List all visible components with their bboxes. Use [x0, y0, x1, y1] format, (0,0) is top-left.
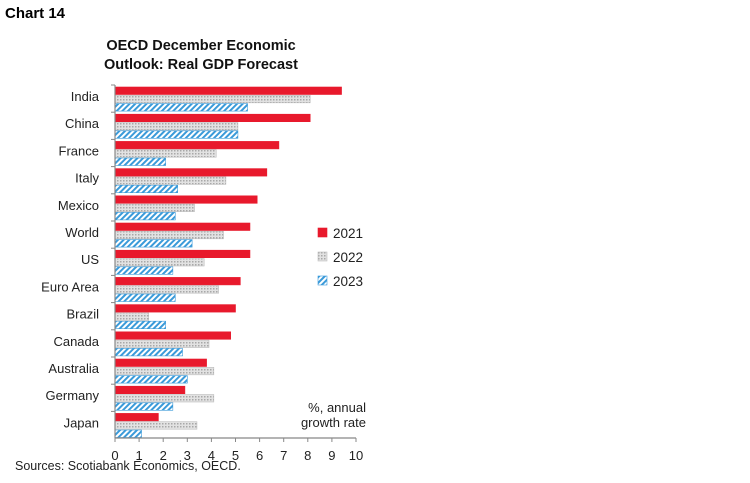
bar-2021	[114, 358, 207, 367]
bar-2021	[114, 222, 251, 231]
bar-2023	[114, 239, 193, 248]
bar-2022	[114, 258, 205, 267]
bar-2022	[114, 394, 215, 403]
units-annotation: growth rate	[301, 415, 366, 430]
bar-2022	[114, 231, 224, 240]
category-label: US	[81, 252, 99, 267]
bar-2022	[114, 122, 239, 131]
bar-2023	[114, 212, 176, 221]
bar-2021	[114, 277, 241, 286]
bar-2023	[114, 402, 174, 411]
category-label: Australia	[48, 361, 99, 376]
bar-2023	[114, 266, 174, 275]
category-label: Japan	[64, 415, 99, 430]
bar-2022	[114, 421, 198, 430]
x-tick-label: 1	[135, 448, 142, 463]
x-tick-label: 4	[208, 448, 215, 463]
legend-swatch-2021	[317, 227, 328, 238]
x-tick-label: 3	[184, 448, 191, 463]
legend-label-2022: 2022	[333, 250, 363, 265]
bar-2021	[114, 304, 236, 313]
source-note: Sources: Scotiabank Economics, OECD.	[15, 459, 241, 473]
bar-2021	[114, 249, 251, 258]
category-label: India	[71, 89, 100, 104]
category-label: Mexico	[58, 198, 99, 213]
bar-2023	[114, 348, 183, 357]
x-tick-label: 6	[256, 448, 263, 463]
bar-2021	[114, 385, 186, 395]
legend-swatch-2022	[317, 251, 328, 262]
category-label: China	[65, 116, 100, 131]
bar-2021	[114, 413, 159, 422]
bar-2022	[114, 339, 210, 348]
category-label: Euro Area	[41, 279, 100, 294]
category-label: Italy	[75, 171, 99, 186]
bar-2022	[114, 176, 227, 185]
units-annotation: %, annual	[308, 400, 366, 415]
bar-2023	[114, 375, 188, 384]
legend-swatch-2023	[317, 275, 328, 286]
bar-2023	[114, 429, 142, 438]
bar-2021	[114, 86, 342, 95]
bar-2023	[114, 293, 176, 302]
x-tick-label: 5	[232, 448, 239, 463]
bar-2023	[114, 157, 166, 166]
bar-2021	[114, 141, 280, 150]
bar-2022	[114, 366, 215, 376]
chart-title-line-2: Outlook: Real GDP Forecast	[104, 57, 298, 73]
legend-label-2023: 2023	[333, 274, 363, 289]
bar-2022	[114, 285, 219, 294]
chart-title-line-1: OECD December Economic	[106, 38, 296, 54]
bar-2023	[114, 184, 178, 193]
bar-2022	[114, 203, 195, 212]
x-tick-label: 8	[304, 448, 311, 463]
bar-2022	[114, 312, 150, 321]
category-label: France	[59, 143, 99, 158]
bar-2021	[114, 168, 268, 177]
x-tick-label: 7	[280, 448, 287, 463]
category-label: Brazil	[66, 307, 99, 322]
x-tick-label: 10	[349, 448, 363, 463]
bar-2023	[114, 130, 239, 139]
bar-2023	[114, 103, 248, 112]
bar-2022	[114, 95, 311, 104]
bar-2021	[114, 331, 231, 340]
bar-2021	[114, 195, 258, 204]
category-label: Canada	[53, 334, 99, 349]
bar-2023	[114, 320, 166, 330]
x-tick-label: 9	[328, 448, 335, 463]
x-tick-label: 2	[160, 448, 167, 463]
category-label: Germany	[46, 388, 100, 403]
bar-2021	[114, 113, 311, 122]
x-tick-label: 0	[111, 448, 118, 463]
category-label: World	[65, 225, 99, 240]
figure-label: Chart 14	[5, 5, 66, 22]
bar-2022	[114, 149, 217, 158]
legend-label-2021: 2021	[333, 226, 363, 241]
